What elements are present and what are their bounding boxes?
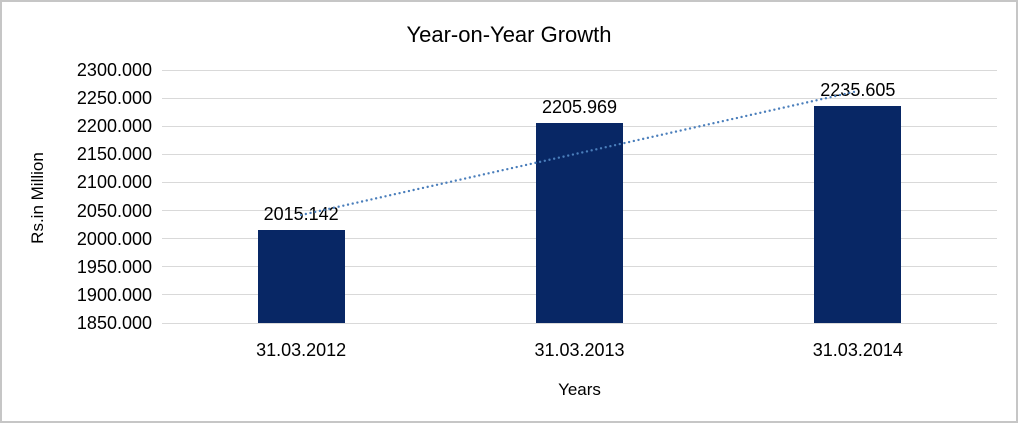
bar-31.03.2014 bbox=[814, 106, 902, 323]
y-axis-tick-label: 2000.000 bbox=[76, 228, 152, 249]
y-axis-tick-label: 2200.000 bbox=[76, 116, 152, 137]
y-axis-title: Rs.in Million bbox=[28, 152, 47, 244]
bar-data-label: 2235.605 bbox=[820, 80, 896, 101]
x-axis-category-label: 31.03.2012 bbox=[256, 340, 347, 360]
x-axis-title: Years bbox=[558, 380, 601, 399]
y-axis-tick-label: 1900.000 bbox=[76, 284, 152, 305]
x-axis-category-label: 31.03.2014 bbox=[812, 340, 903, 360]
x-axis-category-label: 31.03.2013 bbox=[534, 340, 625, 360]
plot-area: 2015.142 2205.969 2235.605 bbox=[162, 69, 997, 324]
bar-data-label: 2205.969 bbox=[541, 96, 618, 117]
y-axis-tick-label: 1850.000 bbox=[76, 313, 152, 333]
y-axis-tick-label: 2150.000 bbox=[76, 144, 152, 165]
y-axis-tick-label: 2100.000 bbox=[76, 172, 152, 193]
gridline bbox=[162, 322, 997, 324]
chart-title: Year-on-Year Growth bbox=[406, 22, 612, 47]
bar-31.03.2012 bbox=[257, 230, 345, 323]
y-axis-tick-label: 2300.000 bbox=[76, 60, 152, 80]
y-axis-tick-label: 2250.000 bbox=[76, 88, 152, 109]
bar-31.03.2013 bbox=[536, 122, 623, 323]
y-axis-tick-label: 1950.000 bbox=[76, 256, 152, 277]
gridline bbox=[162, 69, 997, 71]
bar-data-label: 2015.142 bbox=[263, 204, 339, 225]
y-axis-tick-label: 2050.000 bbox=[76, 200, 152, 221]
